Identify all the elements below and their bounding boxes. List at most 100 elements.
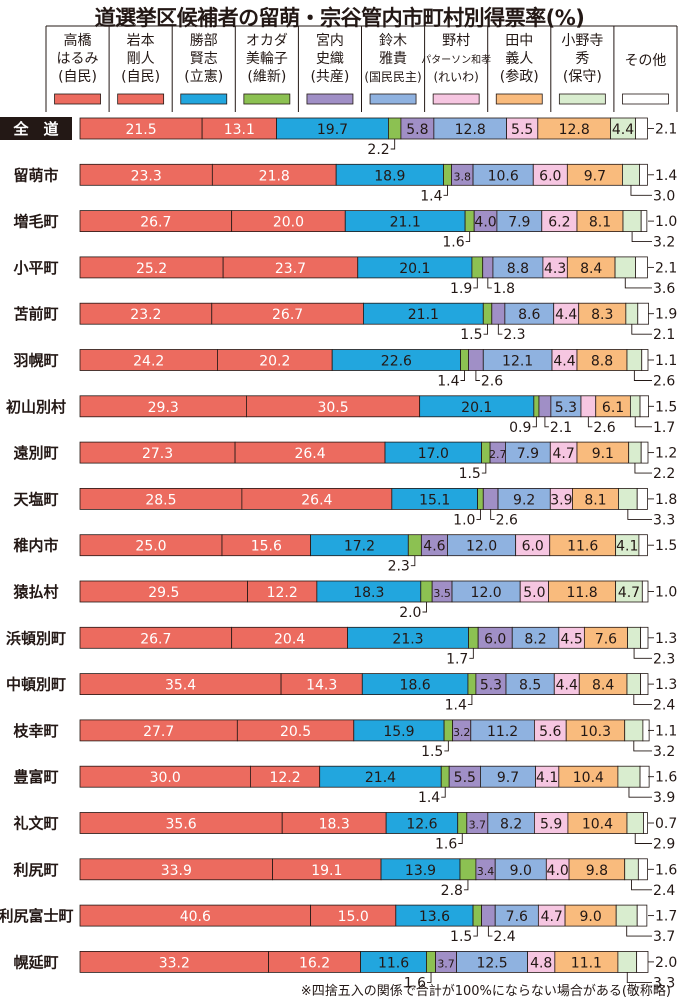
data-label: 23.7 [275,261,306,277]
data-label: 21.3 [392,631,423,647]
chart-note: ※四捨五入の関係で合計が100%にならない場合がある(敬称略) [300,984,671,999]
data-label: 1.7 [653,420,675,436]
data-label: 5.6 [539,724,561,740]
data-label: 29.3 [148,400,179,416]
data-label: 2.6 [593,420,615,436]
bar-segment-6 [580,395,597,418]
data-label: 3.8 [454,170,472,183]
bar-segment-8 [627,626,642,649]
callout-line [476,509,481,520]
data-label: 20.1 [461,400,492,416]
legend-label-3: (維新) [247,69,286,85]
data-label: 1.5 [450,929,472,945]
callout-line [634,416,652,428]
callout-line [634,463,652,474]
data-label: 12.2 [269,770,300,786]
data-label: 8.2 [500,817,522,833]
legend-label-4: 史織 [316,51,344,67]
data-label: 5.3 [555,400,577,416]
data-label: 18.6 [400,678,431,694]
bar-segment-9 [639,765,650,788]
data-label: 2.6 [496,512,518,528]
bar-segment-8 [617,951,638,973]
legend-swatch-2 [180,93,228,105]
bar-segment-9 [640,626,649,649]
callout-line [443,185,448,196]
callout-line [626,972,652,983]
data-label: 21.4 [365,770,396,786]
data-label: 1.2 [655,446,677,462]
data-label: 2.1 [655,122,677,138]
bar-segment-4 [482,487,499,510]
data-label: 3.2 [653,744,675,760]
data-label: 40.6 [180,909,211,925]
data-label: 28.5 [145,492,176,508]
data-label: 1.6 [435,837,457,853]
data-label: 2.4 [653,698,675,714]
data-label: 4.5 [560,631,582,647]
legend-label-0: (自民) [58,69,97,85]
data-label: 3.2 [653,235,675,251]
legend-swatch-3 [243,93,291,105]
callout-line [458,833,463,844]
data-label: 19.7 [317,122,348,138]
callout-line [633,370,652,381]
data-label: 2.4 [493,929,515,945]
data-label: 1.0 [655,214,677,230]
bar-segment-8 [617,765,641,788]
category-label: 留萌市 [13,166,58,184]
callout-line [631,231,652,243]
data-label: 5.0 [523,585,545,601]
data-label: 22.6 [381,354,412,370]
data-label: 20.5 [280,724,311,740]
data-label: 1.6 [655,770,677,786]
data-label: 1.3 [655,677,677,693]
callout-line [497,324,503,335]
data-label: 4.8 [530,955,552,971]
callout-line [460,370,465,381]
legend-label-7: 田中 [505,33,533,49]
bar-segment-3 [459,858,477,881]
legend-label-0: 高橋 [64,32,92,49]
bar-segment-9 [639,163,648,186]
data-label: 21.1 [390,215,421,231]
data-label: 8.2 [524,631,546,647]
legend-label-5: 鈴木 [379,33,407,49]
data-label: 1.5 [421,744,443,760]
category-label-bg [0,117,72,140]
callout-line [630,185,652,196]
bar-segment-9 [640,210,648,233]
data-label: 26.7 [140,631,171,647]
data-label: 15.9 [383,724,414,740]
bar-segment-9 [636,951,649,973]
data-label: 4.1 [616,539,638,555]
bar-segment-3 [457,812,468,834]
legend-label-1: (自民) [121,69,160,85]
data-label: 3.3 [653,975,675,991]
data-label: 21.5 [125,122,156,138]
data-label: 2.9 [653,837,675,853]
data-label: 7.6 [595,631,617,647]
bar-segment-4 [491,302,506,325]
data-label: 4.0 [547,863,569,879]
legend-label-1: 岩本 [127,33,155,49]
data-label: 8.3 [591,307,613,323]
data-label: 1.1 [655,723,677,739]
legend-label-0: はるみ [57,51,99,67]
data-label: 1.4 [420,188,442,204]
legend-swatch-6 [432,93,480,105]
legend-label-5: 雅貴 [379,51,407,67]
bar-segment-8 [626,812,644,834]
legend-label-3: 美輪子 [246,50,288,67]
legend-swatch-1 [117,93,165,105]
legend-label-5: (国民民主) [364,70,421,84]
data-label: 1.9 [450,281,472,297]
legend-swatch-5 [369,93,417,105]
data-label: 1.4 [418,790,440,806]
data-label: 24.2 [133,354,164,370]
legend-swatch-7 [495,93,543,105]
data-label: 27.7 [143,724,174,740]
data-label: 6.0 [522,539,544,555]
category-label: 利尻富士町 [0,907,74,925]
data-label: 10.4 [582,817,613,833]
